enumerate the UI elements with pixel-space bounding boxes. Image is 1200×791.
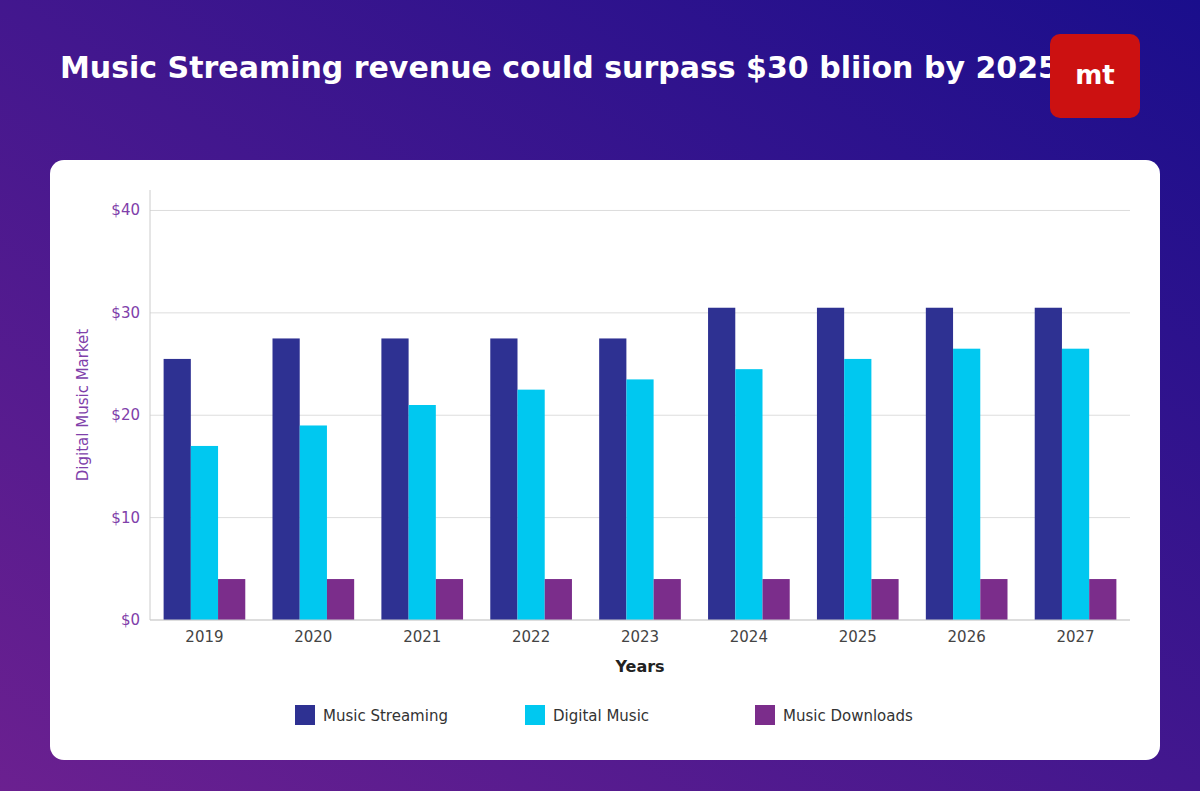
bar xyxy=(381,338,408,620)
x-tick-label: 2019 xyxy=(185,628,223,646)
legend-label: Music Downloads xyxy=(783,707,913,725)
bar xyxy=(817,308,844,620)
grid-line xyxy=(150,312,1130,313)
bar xyxy=(518,390,545,620)
x-tick-label: 2027 xyxy=(1056,628,1094,646)
y-tick-label: $20 xyxy=(111,406,140,424)
y-tick-label: $30 xyxy=(111,304,140,322)
bar xyxy=(708,308,735,620)
bar xyxy=(654,579,681,620)
logo-text: mt xyxy=(1075,60,1115,90)
bar xyxy=(1035,308,1062,620)
panel xyxy=(50,160,1160,760)
legend-label: Music Streaming xyxy=(323,707,448,725)
bar xyxy=(191,446,218,620)
bar xyxy=(409,405,436,620)
grid-line xyxy=(150,620,1130,621)
x-tick-label: 2022 xyxy=(512,628,550,646)
bar xyxy=(545,579,572,620)
legend: Music Streaming Digital Music Music Downlo… xyxy=(295,705,913,725)
bar xyxy=(1062,349,1089,620)
bar xyxy=(735,369,762,620)
y-axis-label: Digital Music Market xyxy=(74,329,92,482)
background xyxy=(0,0,1200,791)
logo-box xyxy=(1050,34,1140,118)
bar xyxy=(871,579,898,620)
y-axis-line xyxy=(150,190,151,620)
x-tick-label: 2026 xyxy=(948,628,986,646)
x-axis-label: Years xyxy=(614,657,664,676)
bar xyxy=(490,338,517,620)
title: Music Streaming revenue could surpass $3… xyxy=(60,50,1059,85)
bar xyxy=(218,579,245,620)
bar xyxy=(926,308,953,620)
legend-swatch xyxy=(525,705,545,725)
bars xyxy=(164,308,1117,620)
bar xyxy=(599,338,626,620)
chart: Music Streaming revenue could surpass $3… xyxy=(0,0,1200,791)
x-tick-label: 2023 xyxy=(621,628,659,646)
bar xyxy=(273,338,300,620)
bar xyxy=(164,359,191,620)
y-tick-label: $0 xyxy=(121,611,140,629)
bar xyxy=(300,425,327,620)
bar xyxy=(1089,579,1116,620)
bar xyxy=(436,579,463,620)
x-tick-label: 2020 xyxy=(294,628,332,646)
bar xyxy=(953,349,980,620)
x-tick-label: 2021 xyxy=(403,628,441,646)
legend-swatch xyxy=(755,705,775,725)
x-tick-label: 2025 xyxy=(839,628,877,646)
bar xyxy=(327,579,354,620)
legend-swatch xyxy=(295,705,315,725)
x-axis-line xyxy=(150,620,1130,621)
y-tick-label: $40 xyxy=(111,201,140,219)
bar xyxy=(844,359,871,620)
bar xyxy=(626,379,653,620)
x-tick-label: 2024 xyxy=(730,628,768,646)
bar xyxy=(763,579,790,620)
bar xyxy=(980,579,1007,620)
legend-label: Digital Music xyxy=(553,707,649,725)
y-tick-label: $10 xyxy=(111,509,140,527)
grid-line xyxy=(150,210,1130,211)
